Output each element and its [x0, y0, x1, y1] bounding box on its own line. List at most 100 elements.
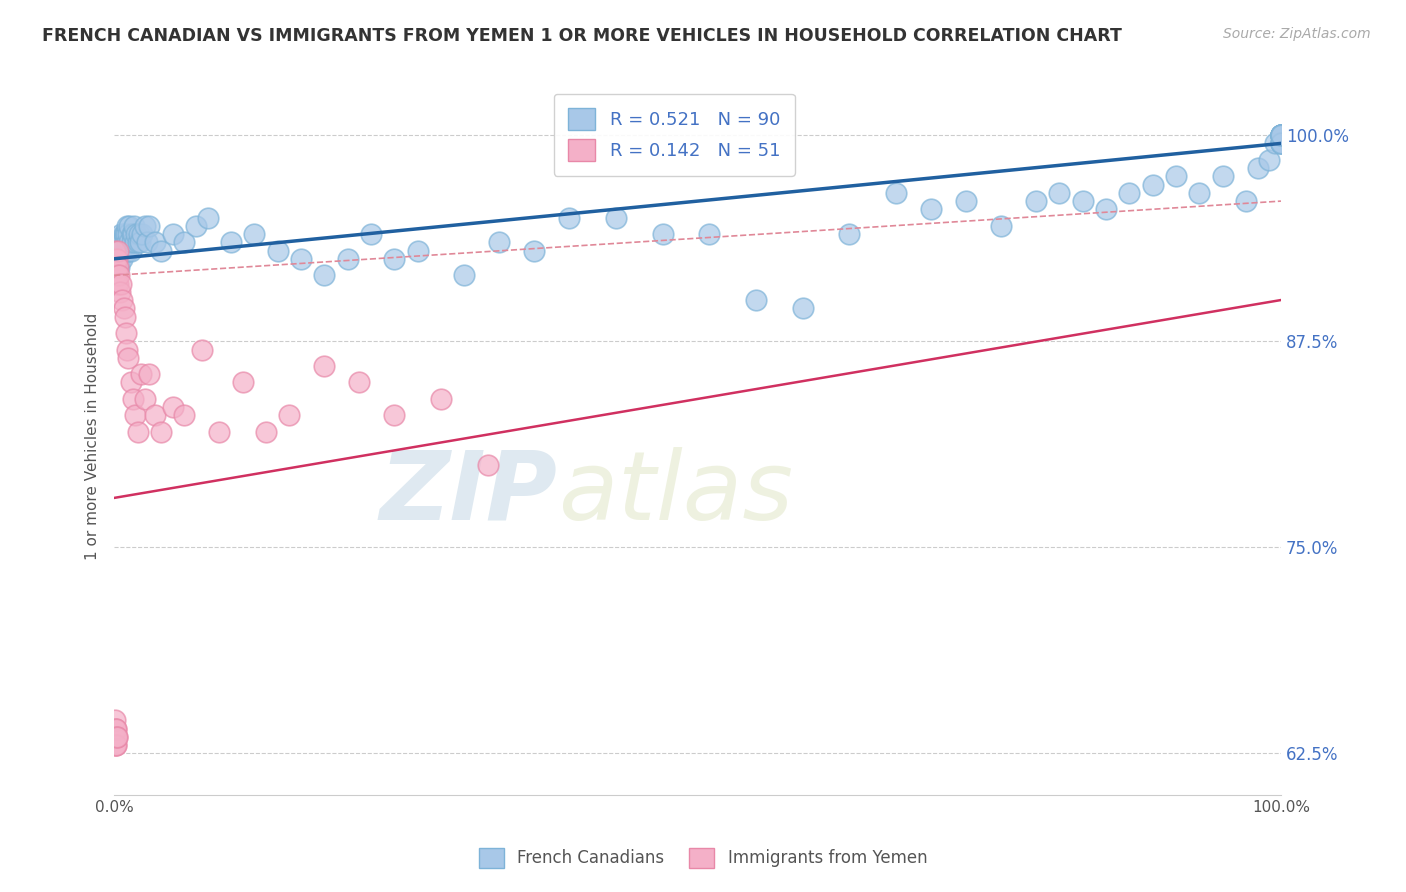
Point: [792, 301, 814, 316]
Point: [115, 235, 138, 250]
Point: [290, 252, 312, 266]
Point: [1270, 128, 1292, 143]
Point: [920, 202, 942, 217]
Point: [104, 268, 127, 283]
Point: [105, 738, 128, 752]
Point: [114, 310, 136, 324]
Point: [122, 219, 145, 233]
Point: [129, 368, 152, 382]
Point: [117, 244, 139, 258]
Point: [115, 227, 138, 241]
Point: [120, 376, 142, 390]
Point: [107, 244, 129, 258]
Point: [105, 268, 128, 283]
Point: [523, 244, 546, 258]
Point: [104, 260, 127, 274]
Point: [1270, 128, 1292, 143]
Point: [115, 219, 138, 233]
Point: [104, 244, 127, 258]
Point: [105, 730, 128, 744]
Point: [115, 244, 138, 258]
Point: [955, 194, 977, 208]
Point: [1270, 128, 1292, 143]
Point: [697, 227, 720, 241]
Point: [219, 235, 242, 250]
Point: [104, 738, 127, 752]
Y-axis label: 1 or more Vehicles in Household: 1 or more Vehicles in Household: [86, 312, 100, 559]
Point: [1270, 128, 1292, 143]
Point: [104, 730, 127, 744]
Point: [107, 277, 129, 291]
Point: [254, 425, 277, 439]
Point: [134, 219, 156, 233]
Point: [121, 227, 143, 241]
Point: [114, 227, 136, 241]
Point: [278, 409, 301, 423]
Point: [121, 235, 143, 250]
Point: [1270, 128, 1292, 143]
Point: [360, 227, 382, 241]
Point: [336, 252, 359, 266]
Point: [1212, 169, 1234, 184]
Point: [125, 227, 148, 241]
Point: [149, 425, 172, 439]
Point: [314, 359, 336, 373]
Point: [128, 227, 150, 241]
Point: [114, 235, 136, 250]
Point: [149, 244, 172, 258]
Point: [111, 252, 134, 266]
Point: [173, 235, 195, 250]
Point: [143, 235, 166, 250]
Point: [266, 244, 288, 258]
Point: [107, 260, 129, 274]
Point: [108, 252, 131, 266]
Point: [453, 268, 475, 283]
Point: [1270, 136, 1292, 151]
Point: [117, 227, 139, 241]
Point: [110, 277, 132, 291]
Point: [143, 409, 166, 423]
Point: [1188, 186, 1211, 200]
Point: [118, 219, 141, 233]
Point: [108, 285, 131, 299]
Point: [1270, 136, 1292, 151]
Point: [382, 252, 405, 266]
Point: [184, 219, 207, 233]
Point: [105, 252, 128, 266]
Point: [121, 392, 143, 406]
Point: [104, 738, 127, 752]
Point: [990, 219, 1012, 233]
Point: [108, 268, 131, 283]
Point: [124, 235, 146, 250]
Point: [231, 376, 253, 390]
Point: [208, 425, 231, 439]
Point: [884, 186, 907, 200]
Point: [197, 211, 219, 225]
Point: [162, 401, 184, 415]
Point: [115, 343, 138, 357]
Point: [838, 227, 860, 241]
Point: [110, 244, 132, 258]
Point: [112, 301, 135, 316]
Point: [477, 458, 499, 472]
Point: [745, 293, 768, 307]
Text: atlas: atlas: [558, 447, 793, 540]
Point: [108, 235, 131, 250]
Point: [131, 227, 153, 241]
Point: [382, 409, 405, 423]
Point: [1234, 194, 1257, 208]
Point: [124, 409, 146, 423]
Point: [1095, 202, 1118, 217]
Point: [1246, 161, 1268, 175]
Point: [1264, 136, 1286, 151]
Point: [347, 376, 370, 390]
Text: ZIP: ZIP: [380, 447, 558, 540]
Point: [558, 211, 581, 225]
Point: [108, 244, 131, 258]
Point: [138, 219, 160, 233]
Point: [104, 252, 127, 266]
Point: [104, 722, 127, 736]
Point: [110, 227, 132, 241]
Point: [117, 351, 139, 365]
Point: [128, 235, 150, 250]
